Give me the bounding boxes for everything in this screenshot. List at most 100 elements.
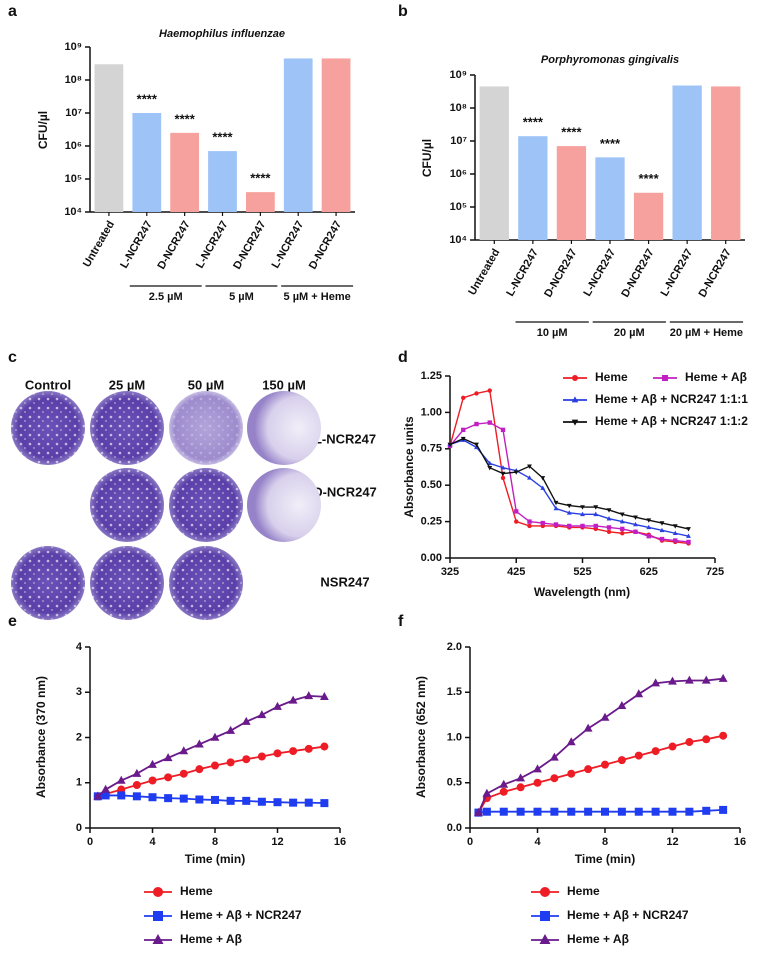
- marker: [540, 887, 550, 897]
- marker: [179, 794, 188, 803]
- marker: [320, 799, 329, 808]
- x-axis-label: Wavelength (nm): [534, 585, 630, 599]
- marker: [195, 765, 204, 774]
- marker: [686, 527, 691, 532]
- marker: [719, 805, 728, 814]
- group-box: 20 µM: [614, 327, 645, 339]
- marker: [553, 522, 559, 527]
- marker: [499, 807, 508, 816]
- marker: [701, 675, 711, 684]
- panel-label: d: [398, 349, 408, 366]
- bar: [633, 192, 664, 240]
- marker: [461, 427, 466, 433]
- x-tick-label: Untreated: [466, 247, 502, 297]
- marker: [659, 521, 665, 526]
- bar: [595, 157, 625, 240]
- x-axis-label: Time (min): [185, 852, 245, 866]
- x-tick-label: 0: [87, 836, 93, 848]
- y-tick-label: 10⁸: [65, 74, 82, 86]
- x-tick-label: L-NCR247: [270, 219, 307, 271]
- panel-label: b: [398, 3, 408, 20]
- bar: [672, 85, 702, 240]
- marker: [474, 391, 479, 396]
- marker: [460, 436, 466, 442]
- marker: [487, 465, 493, 471]
- marker: [289, 747, 298, 756]
- marker: [634, 751, 643, 760]
- legend-label: Heme: [595, 370, 628, 384]
- marker: [93, 791, 103, 800]
- marker: [153, 887, 163, 897]
- marker: [540, 520, 545, 526]
- marker: [620, 526, 625, 532]
- x-tick-label: L-NCR247: [118, 219, 155, 271]
- marker: [179, 746, 189, 755]
- series-line: [477, 734, 724, 814]
- marker: [672, 530, 678, 536]
- marker: [617, 807, 626, 816]
- bar: [132, 113, 162, 212]
- marker: [289, 798, 298, 807]
- marker: [606, 516, 612, 521]
- marker: [516, 783, 525, 792]
- significance-label: ****: [638, 171, 659, 186]
- marker: [659, 527, 665, 533]
- marker: [132, 781, 141, 790]
- bar: [321, 58, 351, 213]
- marker: [606, 529, 612, 534]
- marker: [514, 509, 519, 514]
- legend-label: Heme: [567, 884, 600, 898]
- y-axis-label: CFU/µl: [420, 139, 434, 177]
- y-tick-label: 1.00: [421, 406, 442, 418]
- marker: [550, 807, 559, 816]
- y-tick-label: 10⁴: [64, 206, 82, 218]
- marker: [527, 519, 532, 524]
- group-label: 5 µM: [229, 291, 254, 303]
- y-tick-label: 10⁵: [65, 173, 82, 185]
- y-axis-label: Absorbance (652 nm): [414, 676, 428, 798]
- marker: [164, 794, 173, 803]
- marker: [651, 678, 661, 687]
- marker: [620, 531, 625, 536]
- marker: [600, 712, 610, 721]
- marker: [117, 791, 126, 800]
- marker: [580, 505, 585, 510]
- marker: [633, 529, 638, 534]
- legend-label: Heme + Aβ: [567, 932, 629, 946]
- plate: [90, 391, 164, 465]
- significance-label: ****: [600, 136, 621, 151]
- marker: [474, 442, 479, 448]
- y-tick-label: 2: [76, 731, 82, 743]
- y-tick-label: 0: [76, 822, 82, 834]
- marker: [273, 701, 282, 710]
- marker: [553, 505, 559, 511]
- legend-label: Heme + Aβ + NCR247: [180, 908, 302, 922]
- x-tick-label: 725: [706, 566, 724, 578]
- marker: [567, 769, 576, 778]
- marker: [580, 511, 585, 517]
- x-tick-label: 16: [334, 836, 346, 848]
- x-tick-label: 16: [734, 836, 746, 848]
- marker: [571, 419, 579, 426]
- x-tick-label: 8: [212, 836, 218, 848]
- bar: [479, 86, 509, 240]
- group-label: 5 µM + Heme: [283, 291, 351, 303]
- marker: [487, 460, 493, 466]
- x-tick-label: 625: [640, 566, 658, 578]
- marker: [651, 747, 660, 756]
- series-line: [97, 794, 325, 805]
- marker: [500, 471, 506, 477]
- marker: [527, 464, 532, 469]
- x-tick-label: 525: [573, 566, 591, 578]
- marker: [606, 525, 612, 530]
- group-label: 20 µM + Heme: [669, 327, 744, 339]
- marker: [516, 807, 525, 816]
- marker: [304, 691, 314, 700]
- y-tick-label: 10⁷: [65, 107, 82, 119]
- x-tick-label: 0: [467, 836, 473, 848]
- marker: [672, 524, 678, 529]
- marker: [533, 778, 542, 787]
- legend-label: Heme + Aβ: [180, 932, 242, 946]
- y-tick-label: 0.5: [447, 777, 462, 789]
- marker: [132, 768, 142, 777]
